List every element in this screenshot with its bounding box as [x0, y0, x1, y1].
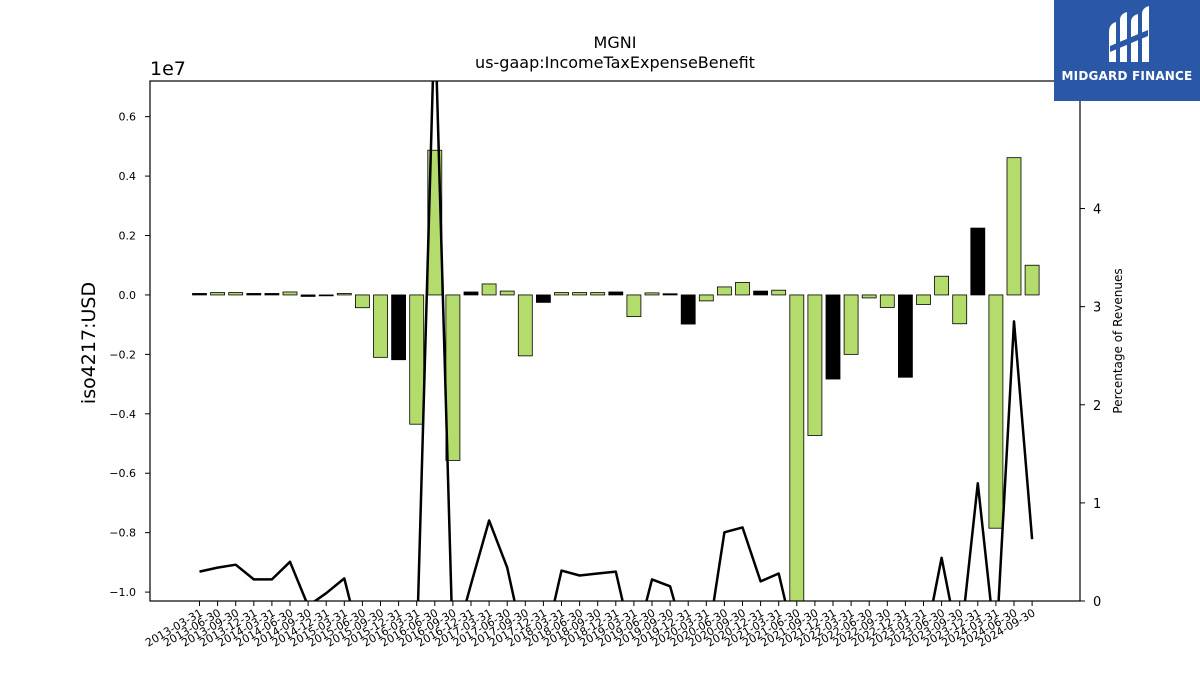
bar-2015-09-30: [373, 294, 388, 358]
bar-2020-03-31: [698, 294, 714, 302]
bar-2016-12-31: [463, 291, 479, 296]
logo-mark-icon: [1109, 6, 1149, 62]
logo-text: MIDGARD FINANCE: [1061, 69, 1193, 83]
bar-2024-09-30: [1024, 264, 1040, 296]
y-axis-label: iso4217:USD: [78, 282, 100, 404]
y-tick-label: 0.2: [119, 230, 137, 243]
bar-2021-06-30: [789, 294, 805, 601]
bar-2013-06-30: [210, 292, 226, 296]
bar-2022-09-30: [879, 294, 895, 308]
bar-2013-03-31: [192, 293, 207, 296]
revenue-percentage-line: [199, 81, 1034, 601]
y2-tick-label: 4: [1093, 203, 1101, 218]
bar-2023-12-31: [970, 227, 986, 296]
bar-2024-03-31: [988, 294, 1004, 529]
y2-axis-ticks: 0 1 2 3 4: [1080, 203, 1101, 610]
bar-2018-03-31: [554, 292, 569, 296]
bar-2018-06-30: [572, 292, 587, 296]
bar-2023-06-30: [934, 275, 949, 296]
bar-2021-03-31: [771, 289, 787, 296]
y2-tick-label: 0: [1093, 595, 1101, 610]
y2-tick-label: 3: [1093, 301, 1101, 316]
x-axis-ticks: 2013-03-312013-06-302013-09-302013-12-31…: [143, 601, 1038, 650]
bar-2020-09-30: [735, 282, 750, 296]
bar-2023-03-31: [916, 294, 931, 305]
bar-2023-09-30: [952, 294, 968, 325]
bar-2014-12-31: [318, 294, 334, 297]
y-tick-label: 0.4: [119, 170, 137, 183]
bar-2014-09-30: [300, 294, 316, 297]
plot-frame: [149, 80, 1081, 602]
y-tick-label: −0.8: [109, 527, 136, 540]
bar-2018-09-30: [590, 292, 606, 296]
bar-2017-09-30: [517, 294, 533, 357]
bar-2015-03-31: [336, 293, 352, 296]
bar-2014-03-31: [264, 293, 280, 296]
y-tick-label: −0.4: [109, 408, 136, 421]
bar-2020-06-30: [717, 286, 732, 296]
bar-2021-09-30: [807, 294, 823, 436]
bar-2021-12-31: [825, 294, 841, 380]
bar-2017-12-31: [536, 294, 551, 303]
bar-2014-06-30: [282, 291, 298, 296]
bar-2022-03-31: [843, 294, 859, 355]
bar-2015-06-30: [354, 294, 370, 309]
bar-2024-06-30: [1006, 157, 1022, 296]
y-tick-label: −0.2: [109, 348, 136, 361]
bar-2017-03-31: [481, 283, 497, 296]
bar-2017-06-30: [499, 290, 515, 296]
chart-title: MGNI: [594, 33, 637, 52]
y2-tick-label: 1: [1093, 497, 1101, 512]
y2-tick-label: 2: [1093, 399, 1101, 414]
line-series: [199, 81, 1034, 601]
bar-2015-12-31: [391, 294, 407, 361]
y-tick-label: 0.0: [119, 289, 137, 302]
bar-2013-12-31: [246, 293, 262, 296]
y-tick-label: −1.0: [109, 586, 136, 599]
y-tick-label: 0.6: [119, 111, 137, 124]
chart-subtitle: us-gaap:IncomeTaxExpenseBenefit: [475, 53, 755, 72]
bar-2013-09-30: [228, 292, 244, 296]
y-tick-label: −0.6: [109, 467, 136, 480]
bar-2019-06-30: [644, 292, 660, 296]
bar-2022-12-31: [898, 294, 913, 378]
bar-series: [192, 149, 1040, 601]
y-offset-label: 1e7: [150, 58, 186, 80]
bar-2019-12-31: [680, 294, 696, 325]
bar-2019-09-30: [662, 293, 678, 296]
y2-axis-label: Percentage of Revenues: [1111, 268, 1125, 413]
y-axis-ticks: −1.0 −0.8 −0.6 −0.4 −0.2 0.0 0.2 0.4 0.6: [109, 111, 150, 599]
midgard-finance-logo: MIDGARD FINANCE: [1054, 0, 1200, 101]
bar-2018-12-31: [608, 291, 624, 296]
bar-2020-12-31: [753, 290, 768, 296]
bar-2022-06-30: [861, 294, 877, 299]
bar-2019-03-31: [626, 294, 642, 318]
bar-2016-03-31: [409, 294, 425, 425]
